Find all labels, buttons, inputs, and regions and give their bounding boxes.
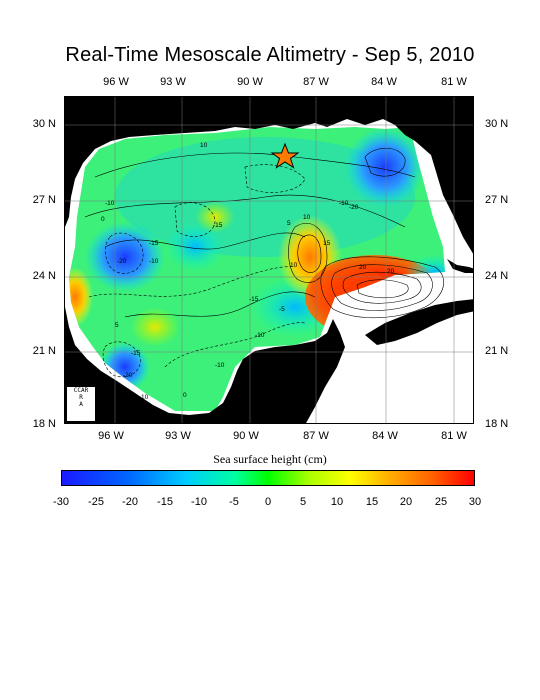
mexico-land bbox=[65, 307, 345, 423]
colorbar-tick: -25 bbox=[88, 496, 104, 508]
colorbar-tick: 10 bbox=[330, 496, 344, 508]
contour-label: -10 bbox=[339, 200, 349, 207]
contour-label: 10 bbox=[141, 394, 149, 401]
lon-label-top: 84 W bbox=[371, 76, 397, 88]
lat-label-right: 21 N bbox=[485, 345, 509, 357]
colorbar-tick: -15 bbox=[157, 496, 173, 508]
contour-label: -15 bbox=[213, 222, 223, 229]
lat-label-right: 27 N bbox=[485, 194, 509, 206]
map-svg: 10 -10 -15 -10 -20 0 -15 5 10 15 20 -10 … bbox=[65, 97, 473, 423]
contour-label: 0 bbox=[183, 392, 187, 399]
contour-labels: 10 -10 -15 -10 -20 0 -15 5 10 15 20 -10 … bbox=[101, 142, 395, 401]
contour-label: -20 bbox=[349, 204, 359, 211]
logo-line: CCAR bbox=[73, 387, 89, 394]
ccar-logo: CCAR R A bbox=[66, 386, 96, 422]
lon-label-top: 96 W bbox=[103, 76, 129, 88]
map-title: Real-Time Mesoscale Altimetry - Sep 5, 2… bbox=[65, 44, 475, 66]
colorbar-title: Sea surface height (cm) bbox=[213, 452, 327, 466]
cuba-land bbox=[365, 299, 473, 345]
logo-line: A bbox=[79, 401, 83, 408]
lat-label-left: 18 N bbox=[32, 418, 56, 430]
contour-label: -10 bbox=[215, 362, 225, 369]
lat-label-left: 21 N bbox=[32, 345, 56, 357]
lat-label-right: 30 N bbox=[485, 118, 509, 130]
lat-label-right: 24 N bbox=[485, 270, 509, 282]
contour-label: 20 bbox=[359, 264, 367, 271]
colorbar-tick: 15 bbox=[365, 496, 379, 508]
colorbar-tick: -10 bbox=[191, 496, 207, 508]
altimetry-map: 10 -10 -15 -10 -20 0 -15 5 10 15 20 -10 … bbox=[64, 96, 474, 424]
contour-label: 5 bbox=[115, 322, 119, 329]
lon-label-top: 87 W bbox=[303, 76, 329, 88]
lon-label-top: 90 W bbox=[237, 76, 263, 88]
contour-label: -10 bbox=[149, 258, 159, 265]
lon-label-bottom: 81 W bbox=[441, 430, 467, 442]
florida-land bbox=[395, 97, 473, 254]
lon-label-bottom: 84 W bbox=[372, 430, 398, 442]
lat-label-right: 18 N bbox=[485, 418, 509, 430]
colorbar-tick: -5 bbox=[229, 496, 239, 508]
lat-label-left: 27 N bbox=[32, 194, 56, 206]
contour-label: -15 bbox=[249, 296, 259, 303]
lon-label-bottom: 90 W bbox=[233, 430, 259, 442]
colorbar bbox=[61, 470, 475, 486]
us-coast-land bbox=[65, 97, 395, 227]
colorbar-tick: -30 bbox=[53, 496, 69, 508]
contour-label: -20 bbox=[117, 258, 127, 265]
contour-label: 10 bbox=[290, 262, 298, 269]
graticule bbox=[65, 97, 473, 423]
contour-label: -5 bbox=[279, 306, 285, 313]
lon-label-top: 81 W bbox=[441, 76, 467, 88]
contour-label: 15 bbox=[323, 240, 331, 247]
contour-lines bbox=[84, 147, 444, 378]
colorbar-tick: 30 bbox=[468, 496, 482, 508]
colorbar-tick: 20 bbox=[399, 496, 413, 508]
lat-label-left: 30 N bbox=[32, 118, 56, 130]
contour-label: 10 bbox=[200, 142, 208, 149]
colorbar-tick: 0 bbox=[264, 496, 272, 508]
colorbar-tick: 5 bbox=[299, 496, 307, 508]
contour-label: 20 bbox=[387, 268, 395, 275]
colorbar-tick: 25 bbox=[434, 496, 448, 508]
lat-label-left: 24 N bbox=[32, 270, 56, 282]
lon-label-top: 93 W bbox=[160, 76, 186, 88]
star-marker bbox=[270, 142, 300, 169]
contour-label: -15 bbox=[149, 240, 159, 247]
lon-label-bottom: 87 W bbox=[303, 430, 329, 442]
contour-label: -10 bbox=[255, 332, 265, 339]
contour-label: -15 bbox=[131, 350, 141, 357]
contour-label: -10 bbox=[105, 200, 115, 207]
contour-label: 5 bbox=[287, 220, 291, 227]
lon-label-bottom: 96 W bbox=[98, 430, 124, 442]
keys-land bbox=[447, 259, 473, 273]
contour-label: -20 bbox=[123, 372, 133, 379]
lon-label-bottom: 93 W bbox=[165, 430, 191, 442]
colorbar-tick: -20 bbox=[122, 496, 138, 508]
logo-line: R bbox=[79, 394, 83, 401]
contour-label: 0 bbox=[101, 216, 105, 223]
contour-label: 10 bbox=[303, 214, 311, 221]
